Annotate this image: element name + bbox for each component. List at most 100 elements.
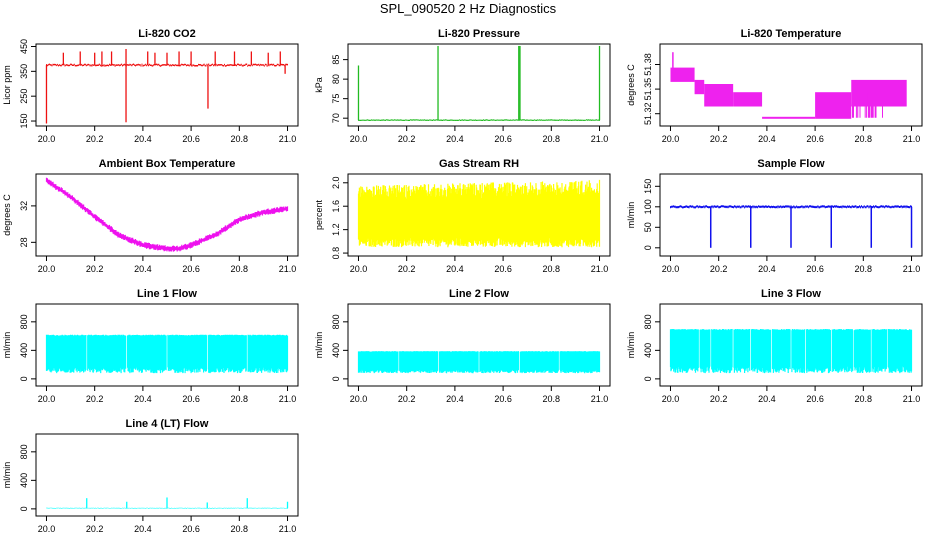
x-tick-label: 20.8	[231, 264, 249, 274]
figure-title: SPL_090520 2 Hz Diagnostics	[379, 1, 557, 16]
y-tick-label: 28	[19, 237, 29, 247]
y-tick-label: 400	[643, 343, 653, 358]
chart-title: Line 3 Flow	[761, 288, 821, 300]
x-tick-label: 21.0	[591, 394, 609, 404]
x-tick-label: 20.4	[446, 134, 464, 144]
x-tick-label: 21.0	[279, 264, 297, 274]
y-tick-label: 0	[643, 245, 653, 250]
x-tick-label: 20.4	[134, 134, 152, 144]
data-layer	[46, 497, 289, 509]
plot-frame	[35, 303, 299, 387]
chart-panel-2: Li-820 Pressure kPa 20.0 20.2 20.4 20.6 20.8 21…	[314, 28, 611, 144]
x-tick-label: 20.6	[182, 394, 200, 404]
x-tick-label: 20.4	[758, 394, 776, 404]
y-tick-label: 51.32	[643, 102, 653, 125]
plot-frame	[659, 43, 923, 127]
y-axis-label: kPa	[314, 77, 324, 93]
x-tick-label: 21.0	[591, 264, 609, 274]
chart-title: Line 4 (LT) Flow	[126, 418, 209, 430]
data-layer	[45, 334, 289, 374]
data-layer	[357, 351, 601, 374]
series-trace	[46, 507, 288, 509]
x-tick-label: 20.6	[806, 134, 824, 144]
y-tick-label: 150	[19, 114, 29, 129]
y-tick-label: 0	[19, 376, 29, 381]
y-tick-label: 450	[19, 39, 29, 54]
y-tick-label: 85	[331, 55, 341, 65]
x-tick-label: 20.8	[855, 134, 873, 144]
series-band	[45, 177, 289, 252]
y-tick-label: 150	[643, 179, 653, 194]
y-axis-label: degrees C	[2, 194, 12, 236]
x-tick-label: 20.4	[446, 264, 464, 274]
data-layer	[669, 329, 913, 374]
plot-frame	[659, 303, 923, 387]
y-tick-label: 2.0	[331, 177, 341, 190]
series-band-segment	[694, 79, 705, 95]
y-axis-label: percent	[314, 199, 324, 230]
chart-panel-10: Line 4 (LT) Flow ml/min 20.0 20.2 20.4 20.6 20…	[2, 418, 299, 534]
chart-panel-6: Sample Flow ml/min 20.0 20.2 20.4 20.6 20.8 21.…	[626, 158, 923, 274]
y-tick-label: 75	[331, 94, 341, 104]
series-fill	[45, 334, 289, 374]
series-band-segment	[733, 92, 763, 107]
x-tick-label: 20.0	[38, 524, 56, 534]
x-tick-label: 20.8	[231, 524, 249, 534]
x-tick-label: 20.0	[662, 394, 680, 404]
chart-panel-5: Gas Stream RH percent 20.0 20.2 20.4 20.6 20.8…	[314, 158, 611, 274]
y-tick-label: 50	[643, 222, 653, 232]
y-tick-label: 100	[643, 199, 653, 214]
y-tick-label: 80	[331, 74, 341, 84]
x-tick-label: 21.0	[903, 134, 921, 144]
x-tick-label: 21.0	[279, 524, 297, 534]
y-tick-label: 400	[19, 473, 29, 488]
x-tick-label: 20.6	[494, 394, 512, 404]
x-tick-label: 20.2	[710, 264, 728, 274]
chart-panel-1: Li-820 CO2 Licor ppm 20.0 20.2 20.4 20.6 20.8 2…	[2, 28, 299, 144]
x-tick-label: 20.4	[134, 264, 152, 274]
chart-title: Ambient Box Temperature	[99, 158, 236, 170]
series-band-segment	[704, 84, 734, 107]
plot-frame	[347, 173, 611, 257]
x-tick-label: 20.0	[350, 394, 368, 404]
chart-title: Li-820 Pressure	[438, 28, 520, 40]
y-tick-label: 32	[19, 201, 29, 211]
x-tick-label: 20.2	[86, 394, 104, 404]
series-fill	[669, 329, 913, 374]
x-tick-label: 20.8	[231, 394, 249, 404]
y-tick-label: 0.8	[331, 247, 341, 260]
y-axis-label: ml/min	[626, 332, 636, 359]
x-tick-label: 21.0	[279, 394, 297, 404]
x-tick-label: 20.4	[134, 394, 152, 404]
x-tick-label: 20.6	[494, 264, 512, 274]
x-tick-label: 20.8	[543, 264, 561, 274]
x-tick-label: 21.0	[903, 394, 921, 404]
x-tick-label: 20.0	[38, 394, 56, 404]
chart-panel-8: Line 2 Flow ml/min 20.0 20.2 20.4 20.6 20.8 21.…	[314, 288, 611, 404]
chart-panel-7: Line 1 Flow ml/min 20.0 20.2 20.4 20.6 20.8 21.…	[2, 288, 299, 404]
x-tick-label: 20.8	[231, 134, 249, 144]
x-tick-label: 20.8	[543, 134, 561, 144]
series-band-segment	[815, 92, 852, 119]
x-tick-label: 20.8	[543, 394, 561, 404]
x-tick-label: 20.6	[806, 264, 824, 274]
data-layer	[45, 177, 289, 252]
x-tick-label: 20.2	[710, 394, 728, 404]
y-tick-label: 800	[643, 314, 653, 329]
y-axis-label: ml/min	[626, 202, 636, 229]
x-tick-label: 20.6	[182, 524, 200, 534]
x-tick-label: 20.2	[86, 524, 104, 534]
x-tick-label: 20.2	[398, 134, 416, 144]
x-tick-label: 20.0	[662, 134, 680, 144]
x-tick-label: 20.4	[758, 264, 776, 274]
x-tick-label: 20.2	[398, 264, 416, 274]
chart-panel-3: Li-820 Temperature degrees C 20.0 20.2 20.4 2…	[626, 28, 923, 144]
y-axis-label: ml/min	[2, 462, 12, 489]
x-tick-label: 20.6	[182, 264, 200, 274]
data-layer	[357, 45, 601, 121]
y-tick-label: 250	[19, 89, 29, 104]
plot-frame	[659, 173, 923, 257]
series-band-segment	[670, 67, 695, 82]
y-axis-label: degrees C	[626, 64, 636, 106]
